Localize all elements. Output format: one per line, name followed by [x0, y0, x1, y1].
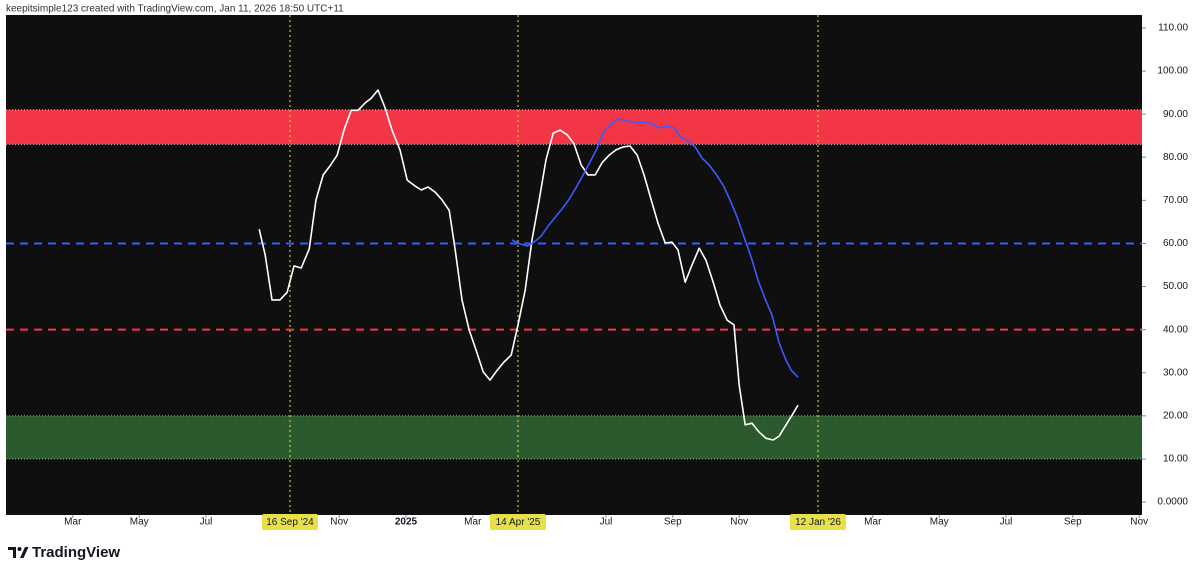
series-line	[258, 89, 799, 441]
y-tick-label: 60.00	[1163, 238, 1188, 249]
x-tick-label: May	[930, 517, 949, 528]
x-tick-label: Sep	[1064, 517, 1082, 528]
y-tick-label: 20.00	[1163, 411, 1188, 422]
brand-text: TradingView	[32, 544, 120, 561]
y-tick-label: 50.00	[1163, 281, 1188, 292]
band	[6, 415, 1142, 459]
band	[6, 109, 1142, 145]
y-axis-background	[1142, 0, 1200, 540]
x-tick-label: Mar	[464, 517, 482, 528]
y-tick-label: 90.00	[1163, 109, 1188, 120]
x-tick-label: Jul	[200, 517, 213, 528]
y-tick-label: 30.00	[1163, 367, 1188, 378]
x-tick-label: Nov	[330, 517, 348, 528]
x-tick-label: Jul	[1000, 517, 1013, 528]
x-tick-label: Nov	[730, 517, 748, 528]
x-tick-label: 2025	[395, 517, 418, 528]
date-marker-badge	[262, 514, 318, 530]
x-tick-label: Mar	[64, 517, 82, 528]
series-line	[511, 118, 799, 378]
date-marker-label: 16 Sep '24	[266, 517, 314, 528]
y-tick-label: 40.00	[1163, 324, 1188, 335]
x-tick-label: Sep	[664, 517, 682, 528]
x-tick-label: Jul	[600, 517, 613, 528]
date-marker-label: 14 Apr '25	[496, 517, 541, 528]
x-tick-label: May	[130, 517, 149, 528]
x-tick-label: Mar	[864, 517, 882, 528]
y-tick-label: 110.00	[1158, 23, 1188, 34]
y-tick-label: 80.00	[1163, 152, 1188, 163]
y-tick-label: 70.00	[1163, 195, 1188, 206]
date-marker-badge	[490, 514, 546, 530]
x-tick-label: Nov	[1130, 517, 1148, 528]
y-tick-label: 0.0000	[1157, 497, 1188, 508]
date-marker-label: 12 Jan '26	[795, 517, 841, 528]
header-text: keepitsimple123 created with TradingView…	[6, 4, 344, 15]
date-marker-badge	[790, 514, 846, 530]
y-tick-label: 10.00	[1163, 454, 1188, 465]
brand-logo: TradingView	[8, 544, 120, 561]
y-tick-label: 100.00	[1157, 66, 1188, 77]
